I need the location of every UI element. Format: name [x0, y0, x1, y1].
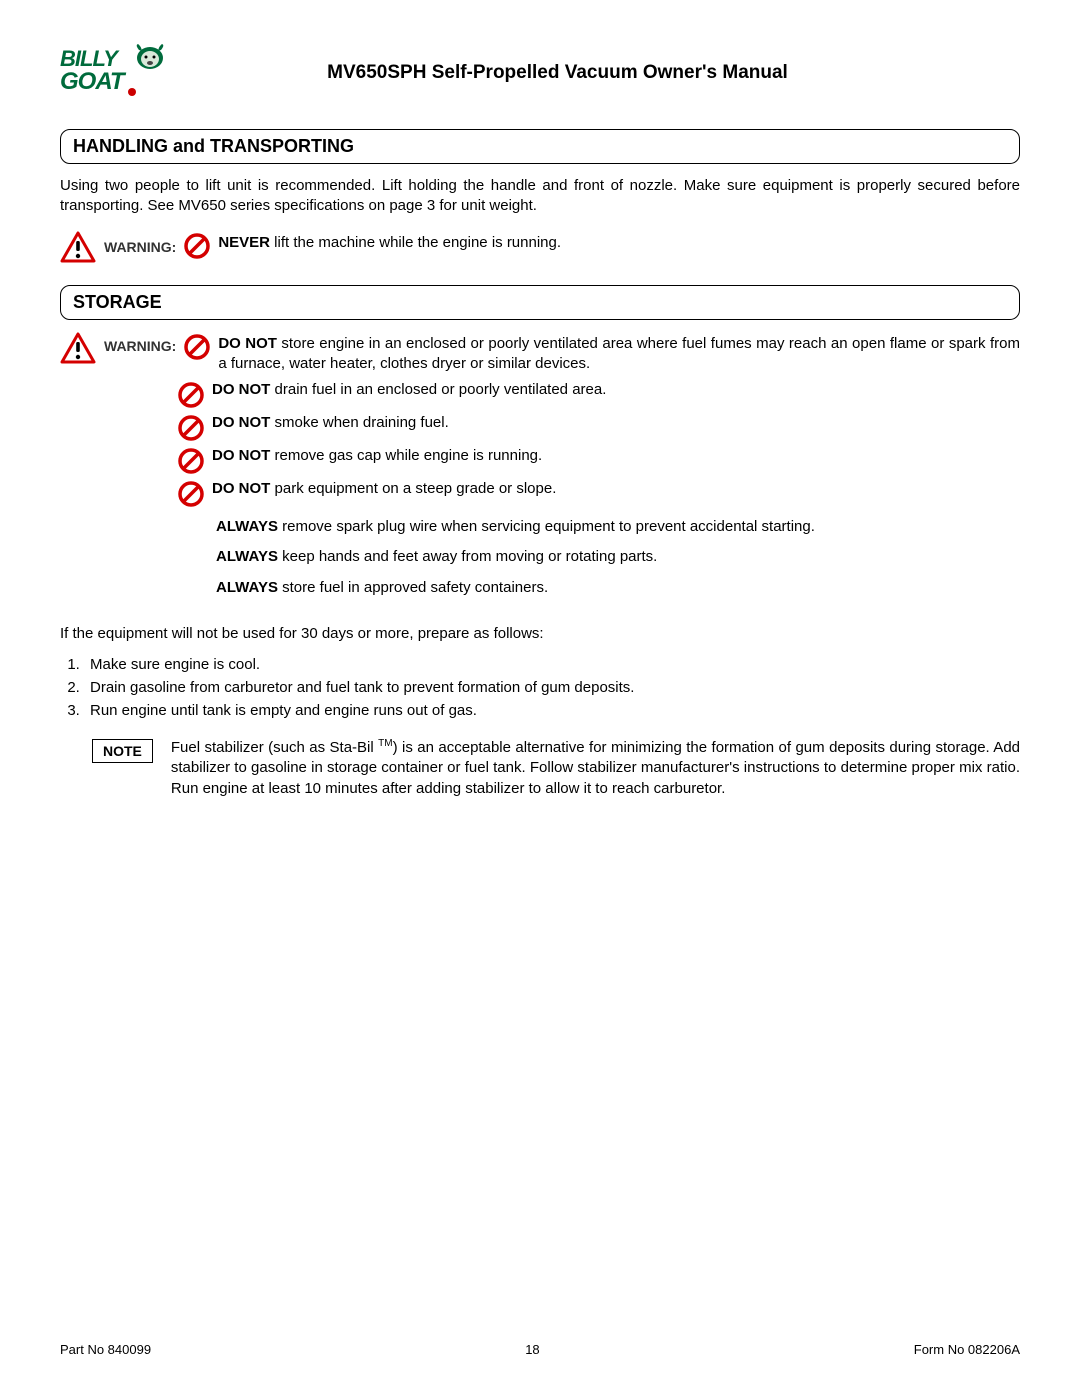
step-item: Make sure engine is cool. — [84, 656, 1020, 673]
step-item: Drain gasoline from carburetor and fuel … — [84, 679, 1020, 696]
storage-warning-text-0: DO NOT store engine in an enclosed or po… — [218, 332, 1020, 375]
footer-part-no: Part No 840099 — [60, 1342, 151, 1357]
goat-head-icon — [133, 42, 167, 72]
prohibit-icon — [178, 415, 204, 441]
footer-page-number: 18 — [525, 1342, 539, 1357]
handling-warning-row: WARNING: NEVER lift the machine while th… — [60, 231, 1020, 263]
never-bold: NEVER — [218, 234, 270, 251]
document-title: MV650SPH Self-Propelled Vacuum Owner's M… — [195, 62, 1020, 84]
never-rest: lift the machine while the engine is run… — [270, 234, 561, 251]
step-item: Run engine until tank is empty and engin… — [84, 702, 1020, 719]
warning-triangle-icon — [60, 231, 96, 263]
storage-always-text-6: ALWAYS keep hands and feet away from mov… — [216, 547, 1020, 567]
prohibit-icon — [178, 481, 204, 507]
prohibit-icon — [178, 382, 204, 408]
handling-warning-text: NEVER lift the machine while the engine … — [218, 231, 1020, 253]
page-footer: Part No 840099 18 Form No 082206A — [60, 1342, 1020, 1357]
handling-body-text: Using two people to lift unit is recomme… — [60, 176, 1020, 217]
storage-warning-primary: WARNING: DO NOT store engine in an enclo… — [60, 332, 1020, 375]
warning-label: WARNING: — [104, 338, 176, 354]
note-tm: TM — [378, 738, 392, 749]
brand-logo: BILLY GOAT — [60, 40, 165, 105]
storage-warning-list: DO NOT drain fuel in an enclosed or poor… — [178, 380, 1020, 507]
warning-triangle-icon — [60, 332, 96, 364]
storage-warning-text-4: DO NOT park equipment on a steep grade o… — [212, 479, 1020, 499]
logo-line2: GOAT — [60, 68, 124, 96]
note-pre: Fuel stabilizer (such as Sta-Bil — [171, 739, 378, 756]
storage-warning-text-3: DO NOT remove gas cap while engine is ru… — [212, 446, 1020, 466]
storage-steps-list: Make sure engine is cool. Drain gasoline… — [60, 656, 1020, 719]
note-label-box: NOTE — [92, 739, 153, 763]
footer-form-no: Form No 082206A — [914, 1342, 1020, 1357]
prohibit-icon — [178, 448, 204, 474]
warning-label: WARNING: — [104, 239, 176, 255]
page-header: BILLY GOAT MV650SPH Self-Propelled Vacuu… — [60, 40, 1020, 105]
prohibit-icon — [184, 334, 210, 360]
section-heading-handling: HANDLING and TRANSPORTING — [60, 129, 1020, 164]
page: BILLY GOAT MV650SPH Self-Propelled Vacuu… — [0, 0, 1080, 1397]
storage-warning-text-2: DO NOT smoke when draining fuel. — [212, 413, 1020, 433]
storage-followup-text: If the equipment will not be used for 30… — [60, 624, 1020, 644]
storage-warning-text-1: DO NOT drain fuel in an enclosed or poor… — [212, 380, 1020, 400]
storage-always-text-7: ALWAYS store fuel in approved safety con… — [216, 578, 1020, 598]
storage-warning-row: DO NOT drain fuel in an enclosed or poor… — [178, 380, 1020, 408]
storage-always-text-5: ALWAYS remove spark plug wire when servi… — [216, 517, 1020, 537]
storage-warning-row: DO NOT park equipment on a steep grade o… — [178, 479, 1020, 507]
storage-warning-row: DO NOT remove gas cap while engine is ru… — [178, 446, 1020, 474]
note-text: Fuel stabilizer (such as Sta-Bil TM) is … — [171, 737, 1020, 799]
prohibit-icon — [184, 233, 210, 259]
storage-warning-row: DO NOT smoke when draining fuel. — [178, 413, 1020, 441]
bold-0: DO NOT — [218, 335, 277, 352]
logo-dot-icon — [128, 88, 136, 96]
rest-0: store engine in an enclosed or poorly ve… — [218, 335, 1020, 372]
note-block: NOTE Fuel stabilizer (such as Sta-Bil TM… — [60, 737, 1020, 799]
section-heading-storage: STORAGE — [60, 285, 1020, 320]
